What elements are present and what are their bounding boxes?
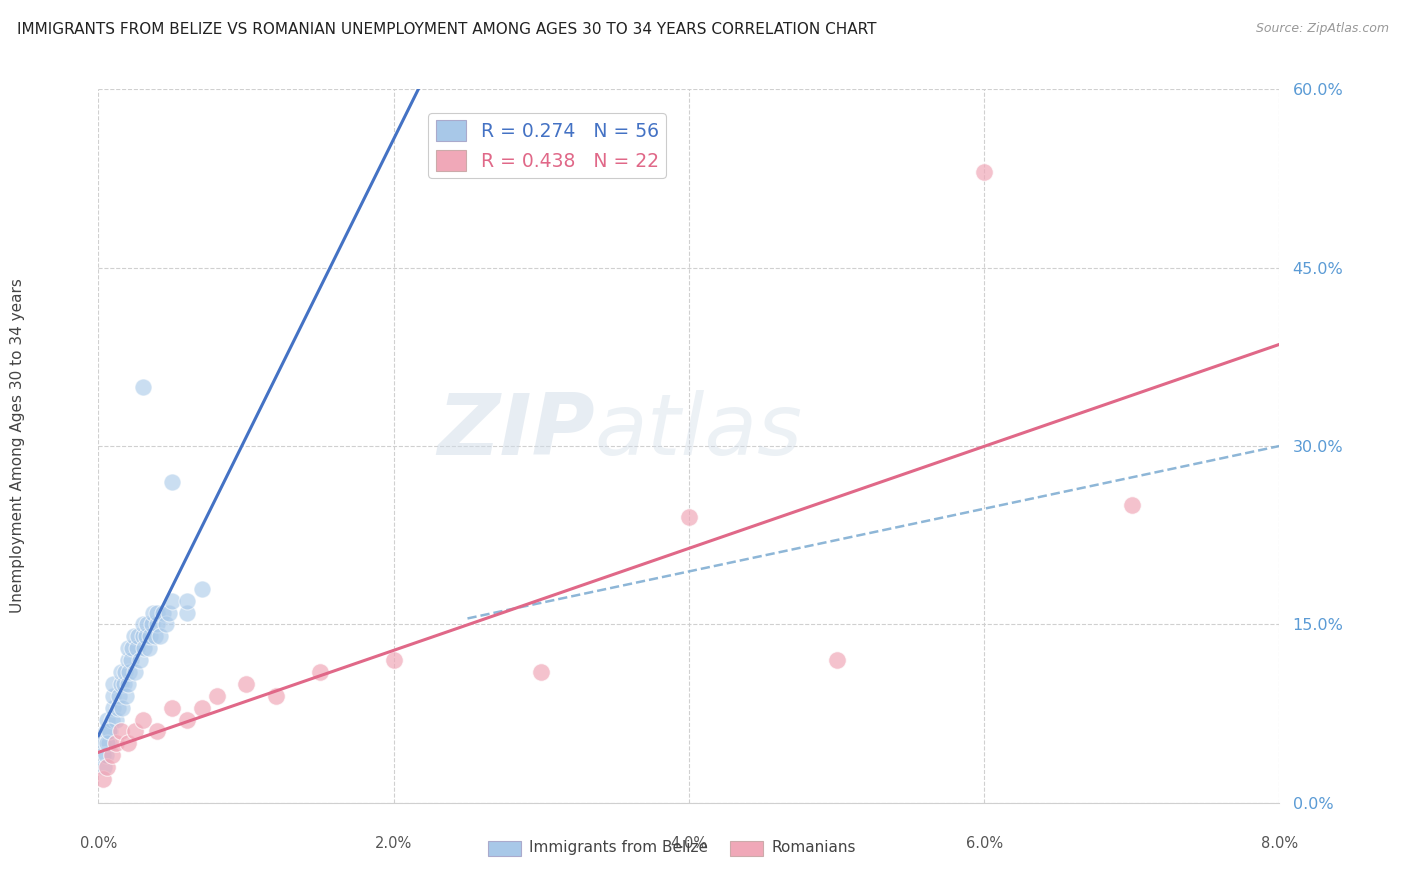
Point bbox=[162, 700, 183, 714]
Point bbox=[146, 724, 169, 739]
Point bbox=[136, 617, 159, 632]
Text: Romanians: Romanians bbox=[772, 839, 856, 855]
Point bbox=[132, 617, 155, 632]
Point bbox=[96, 713, 118, 727]
Point bbox=[94, 724, 117, 739]
Point bbox=[105, 736, 128, 750]
Bar bbox=[488, 840, 522, 856]
Point bbox=[100, 748, 122, 763]
Point bbox=[91, 748, 114, 763]
Point bbox=[264, 689, 287, 703]
Point bbox=[157, 606, 180, 620]
Point bbox=[205, 689, 228, 703]
Text: Source: ZipAtlas.com: Source: ZipAtlas.com bbox=[1256, 22, 1389, 36]
Point bbox=[132, 713, 155, 727]
Point bbox=[120, 653, 142, 667]
Point bbox=[91, 772, 114, 786]
Point bbox=[149, 629, 172, 643]
Legend: R = 0.274   N = 56, R = 0.438   N = 22: R = 0.274 N = 56, R = 0.438 N = 22 bbox=[429, 113, 666, 178]
Point bbox=[191, 582, 214, 596]
Text: IMMIGRANTS FROM BELIZE VS ROMANIAN UNEMPLOYMENT AMONG AGES 30 TO 34 YEARS CORREL: IMMIGRANTS FROM BELIZE VS ROMANIAN UNEMP… bbox=[17, 22, 876, 37]
Point bbox=[146, 617, 169, 632]
Point bbox=[122, 629, 145, 643]
Point bbox=[176, 606, 198, 620]
Point bbox=[124, 724, 146, 739]
Point bbox=[117, 653, 139, 667]
Point bbox=[118, 665, 141, 679]
Point bbox=[100, 713, 122, 727]
Point bbox=[93, 760, 115, 774]
Point bbox=[235, 677, 257, 691]
Text: atlas: atlas bbox=[595, 390, 803, 474]
Text: 0.0%: 0.0% bbox=[80, 836, 117, 851]
Point bbox=[125, 641, 148, 656]
Point bbox=[678, 510, 700, 524]
Text: Immigrants from Belize: Immigrants from Belize bbox=[530, 839, 709, 855]
Point bbox=[103, 700, 125, 714]
Point bbox=[530, 665, 553, 679]
Point bbox=[155, 617, 177, 632]
Point bbox=[110, 665, 132, 679]
Point bbox=[141, 617, 163, 632]
Point bbox=[191, 700, 214, 714]
Point bbox=[96, 736, 118, 750]
Text: ZIP: ZIP bbox=[437, 390, 595, 474]
Text: 2.0%: 2.0% bbox=[375, 836, 412, 851]
Point bbox=[105, 713, 128, 727]
Point bbox=[127, 629, 149, 643]
Point bbox=[103, 689, 125, 703]
Point bbox=[132, 379, 155, 393]
Point bbox=[94, 748, 117, 763]
Point bbox=[132, 629, 155, 643]
Point bbox=[111, 700, 134, 714]
Point bbox=[112, 677, 135, 691]
Point bbox=[138, 641, 160, 656]
Point bbox=[114, 665, 136, 679]
Point bbox=[97, 736, 120, 750]
Point bbox=[117, 641, 139, 656]
Point bbox=[134, 641, 156, 656]
Point bbox=[382, 653, 405, 667]
Point bbox=[1121, 499, 1143, 513]
Point bbox=[143, 629, 166, 643]
Bar bbox=[730, 840, 763, 856]
Point bbox=[176, 593, 198, 607]
Text: 8.0%: 8.0% bbox=[1261, 836, 1298, 851]
Point bbox=[124, 665, 146, 679]
Point bbox=[825, 653, 848, 667]
Point bbox=[98, 724, 121, 739]
Point bbox=[110, 724, 132, 739]
Point bbox=[117, 677, 139, 691]
Point bbox=[103, 677, 125, 691]
Point bbox=[152, 606, 174, 620]
Point bbox=[107, 700, 129, 714]
Point bbox=[117, 736, 139, 750]
Point bbox=[96, 760, 118, 774]
Point bbox=[139, 629, 162, 643]
Point bbox=[176, 713, 198, 727]
Point bbox=[973, 165, 995, 179]
Point bbox=[108, 689, 131, 703]
Point bbox=[115, 689, 138, 703]
Text: Unemployment Among Ages 30 to 34 years: Unemployment Among Ages 30 to 34 years bbox=[10, 278, 25, 614]
Point bbox=[110, 677, 132, 691]
Point bbox=[162, 475, 183, 489]
Point bbox=[121, 641, 143, 656]
Point bbox=[91, 736, 114, 750]
Point bbox=[142, 606, 165, 620]
Text: 4.0%: 4.0% bbox=[671, 836, 707, 851]
Point bbox=[128, 653, 150, 667]
Text: 6.0%: 6.0% bbox=[966, 836, 1002, 851]
Point bbox=[97, 724, 120, 739]
Point bbox=[309, 665, 332, 679]
Point bbox=[146, 606, 169, 620]
Point bbox=[135, 629, 157, 643]
Point bbox=[162, 593, 183, 607]
